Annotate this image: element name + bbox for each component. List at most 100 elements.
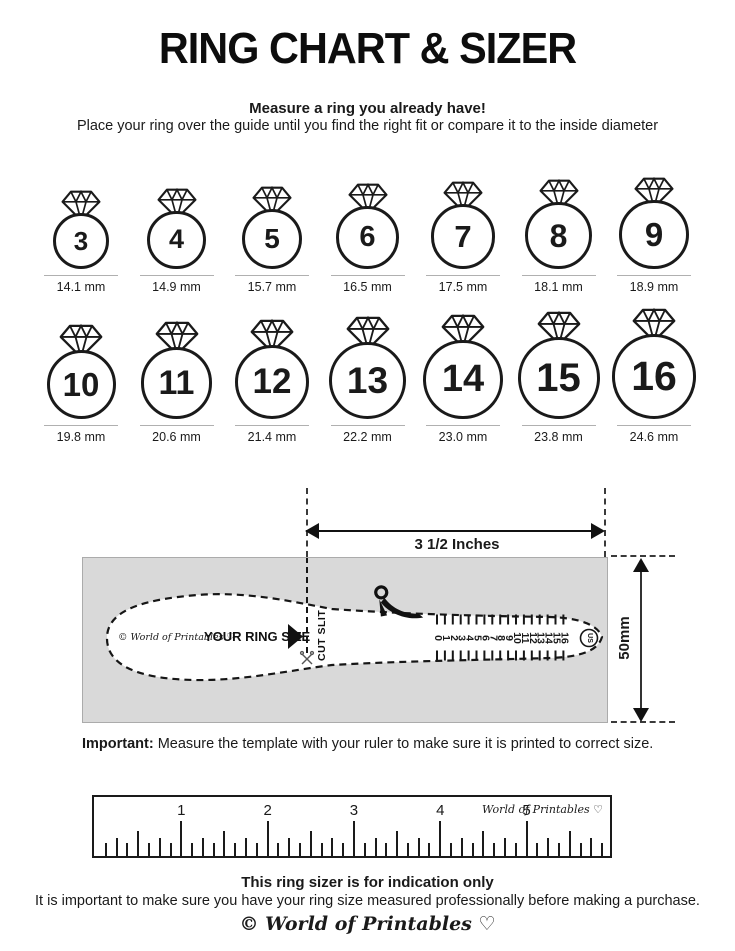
ruler-tick <box>579 843 582 856</box>
ring-size-number: 3 <box>73 226 89 256</box>
ring-size-number: 5 <box>264 222 280 254</box>
ruler-tick <box>536 843 539 856</box>
ring-circle: 6 <box>336 206 399 269</box>
ruler-tick <box>288 838 291 856</box>
ruler-tick <box>514 843 517 856</box>
ring-underline <box>521 275 596 276</box>
your-ring-size-label: YOUR RING SIZE <box>204 629 311 644</box>
diamond-icon <box>347 183 388 215</box>
ring-cell: 8 18.1 mm <box>512 178 606 294</box>
ring-underline <box>330 425 405 426</box>
ring-cell: 12 21.4 mm <box>225 318 319 444</box>
height-dimension-arrow <box>640 566 642 714</box>
us-unit-badge: US <box>579 628 599 648</box>
ruler-tick <box>385 843 388 856</box>
ruler-tick <box>363 843 366 856</box>
ring-underline <box>330 275 405 276</box>
page-title: RING CHART & SIZER <box>158 24 577 73</box>
scale-number: 14 <box>543 632 555 644</box>
ring-underline <box>44 425 118 426</box>
ring-diameter-label: 22.2 mm <box>343 430 392 444</box>
diamond-icon <box>250 318 294 354</box>
paddle-cutline <box>105 593 604 682</box>
ruler-tick <box>201 838 204 856</box>
ring-size-number: 13 <box>346 360 389 402</box>
ring-size-number: 15 <box>536 356 581 400</box>
diamond-icon <box>634 176 674 209</box>
ruler-number: 1 <box>177 802 186 819</box>
ring-cell: 4 14.9 mm <box>130 187 224 294</box>
scale-number: 2 <box>448 635 460 641</box>
ring-diameter-label: 14.9 mm <box>152 280 201 294</box>
ruler-tick <box>255 843 258 856</box>
us-unit-label: US <box>586 633 593 643</box>
intro-subheading: Place your ring over the guide until you… <box>76 118 659 134</box>
ruler-tick <box>212 843 215 856</box>
ruler-number: 2 <box>263 802 272 819</box>
ring-underline <box>235 425 309 426</box>
width-dimension-arrow <box>318 530 594 532</box>
scale-number: 7 <box>487 635 499 641</box>
ring-circle: 11 <box>140 347 213 419</box>
ring-cell: 5 15.7 mm <box>225 185 319 294</box>
intro-heading: Measure a ring you already have! <box>249 100 486 117</box>
width-dimension-label: 3 1/2 Inches <box>414 536 500 553</box>
ring-diameter-label: 20.6 mm <box>152 430 201 444</box>
ruler-tick <box>504 838 507 856</box>
ruler-tick <box>493 843 496 856</box>
ruler-tick <box>180 821 183 856</box>
ring-diameter-label: 19.8 mm <box>56 430 106 444</box>
scale-number: 3 <box>456 635 468 641</box>
scale-number: 8 <box>495 635 507 641</box>
ruler-tick <box>266 821 269 856</box>
ring-diameter-label: 17.5 mm <box>438 280 488 294</box>
arrowhead-right-icon <box>591 523 605 539</box>
ring-circle: 12 <box>234 344 310 419</box>
ring-row-1: 3 14.1 mm 4 14.9 mm 5 15.7 mm 6 16.5 mm 7 17.5 mm… <box>34 170 701 294</box>
sizer-template-section: 3 1/2 Inches © World of Printables ♡ YOU… <box>0 470 735 772</box>
ruler-tick <box>547 838 550 856</box>
ruler-tick <box>601 843 604 856</box>
ring-size-number: 14 <box>441 358 485 401</box>
ring-size-number: 11 <box>158 364 195 403</box>
sizer-cutout-graphic: © World of Printables ♡ YOUR RING SIZE C… <box>105 557 604 682</box>
ruler-tick <box>223 831 226 856</box>
ring-circle: 16 <box>611 334 697 419</box>
ruler-tick <box>331 838 334 856</box>
ring-circle: 7 <box>430 204 496 269</box>
ruler-tick <box>309 831 312 856</box>
ruler-tick <box>104 843 107 856</box>
ruler-number: 4 <box>436 802 445 819</box>
ruler-tick <box>299 843 301 856</box>
important-text: Measure the template with your ruler to … <box>153 736 654 752</box>
ring-diameter-label: 24.6 mm <box>629 430 679 444</box>
ring-underline <box>235 275 309 276</box>
ring-underline <box>521 425 596 426</box>
ring-circle: 15 <box>517 337 600 419</box>
important-note: Important: Measure the template with you… <box>82 736 653 752</box>
ruler-tick <box>234 843 237 856</box>
diamond-icon <box>443 181 483 213</box>
dimension-extension-line-left <box>306 488 308 557</box>
ring-size-number: 12 <box>252 362 292 402</box>
ring-underline <box>617 425 691 426</box>
ruler-tick <box>482 831 485 856</box>
ring-diameter-label: 18.9 mm <box>629 280 679 294</box>
ruler-tick <box>169 843 172 856</box>
scissors-icon <box>374 585 424 619</box>
ring-underline <box>617 275 691 276</box>
ring-diameter-label: 15.7 mm <box>247 280 297 294</box>
ruler-tick <box>342 843 345 856</box>
ruler-tick <box>158 838 161 856</box>
ruler-tick <box>374 838 377 856</box>
ring-circle: 5 <box>241 208 303 269</box>
ring-circle: 8 <box>525 202 592 269</box>
diamond-icon <box>537 310 580 346</box>
scale-number: 15 <box>551 632 563 644</box>
slit-scissors-icon <box>299 650 315 665</box>
ring-circle: 10 <box>46 350 116 419</box>
ring-underline <box>44 275 118 276</box>
diamond-icon <box>252 185 292 217</box>
scale-number: 0 <box>432 635 444 641</box>
